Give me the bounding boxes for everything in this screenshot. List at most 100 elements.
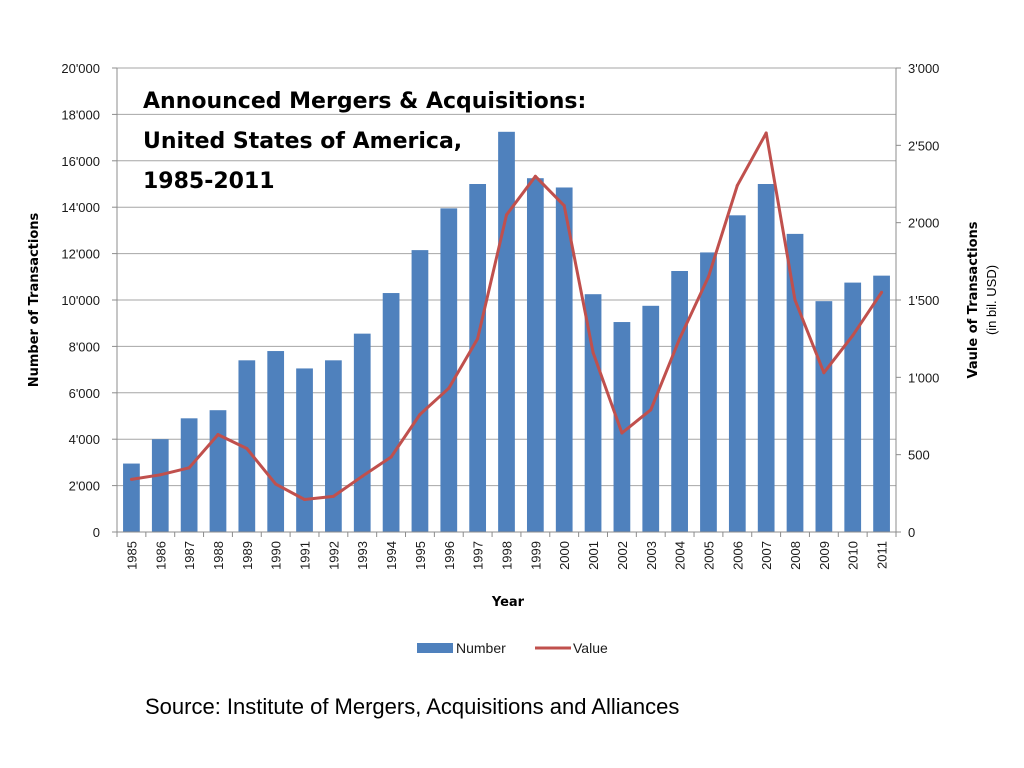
- y2-axis-tick-labels: 0 500 1'000 1'500 2'000 2'500 3'000: [908, 61, 939, 540]
- bar-1993: [353, 333, 371, 532]
- bar-1988: [209, 410, 227, 532]
- x-axis-title: Year: [491, 595, 525, 610]
- y2-tick-label: 1'500: [908, 293, 939, 308]
- line-series-value: [129, 131, 884, 502]
- value-point-1998: [505, 213, 508, 217]
- value-point-2005: [706, 275, 710, 279]
- x-tick-label: 2003: [644, 541, 659, 570]
- legend-label-value: Value: [573, 640, 608, 656]
- y-tick-label: 4'000: [69, 432, 100, 447]
- x-tick-label: 1986: [153, 541, 168, 570]
- value-point-1997: [476, 337, 480, 341]
- bar-1999: [526, 178, 544, 532]
- value-point-1987: [187, 466, 191, 470]
- value-point-1989: [245, 446, 249, 450]
- source-note: Source: Institute of Mergers, Acquisitio…: [145, 694, 680, 719]
- bar-2008: [786, 233, 804, 532]
- y2-axis-unit: (in bil. USD): [984, 265, 999, 335]
- x-tick-label: 1998: [500, 541, 515, 570]
- x-tick-label: 1990: [269, 541, 284, 570]
- bar-1998: [498, 131, 515, 533]
- x-tick-label: 1985: [124, 541, 139, 570]
- value-point-1995: [418, 412, 422, 416]
- x-tick-label: 2001: [586, 541, 601, 570]
- chart-title-line-3: 1985-2011: [143, 169, 275, 194]
- x-tick-label: 1996: [442, 541, 457, 570]
- y2-tick-label: 1'000: [908, 370, 939, 385]
- value-point-1992: [331, 494, 335, 498]
- y2-tick-label: 0: [908, 525, 915, 540]
- bar-2011: [873, 275, 890, 532]
- x-tick-label: 2009: [817, 541, 832, 570]
- y-tick-label: 2'000: [69, 479, 100, 494]
- bar-2002: [613, 322, 631, 532]
- bar-2009: [815, 301, 833, 532]
- bar-series-number: [123, 131, 890, 533]
- x-tick-label: 1993: [355, 541, 370, 570]
- bar-2003: [642, 305, 660, 532]
- value-point-2002: [620, 431, 624, 435]
- chart-title-line-2: United States of America,: [143, 129, 462, 154]
- x-axis-tick-labels: 1985 1986 1987 1988 1989 1990 1991 1992 1993 1994…: [124, 541, 889, 570]
- y-tick-label: 10'000: [61, 293, 100, 308]
- x-tick-label: 2007: [759, 541, 774, 570]
- legend-label-number: Number: [456, 640, 506, 656]
- y-tick-label: 14'000: [61, 200, 100, 215]
- y2-axis-title: Vaule of Transactions: [966, 221, 981, 378]
- y-tick-label: 16'000: [61, 154, 100, 169]
- x-tick-label: 2000: [557, 541, 572, 570]
- axes: [112, 67, 901, 537]
- x-tick-label: 2002: [615, 541, 630, 570]
- value-point-2009: [822, 371, 826, 375]
- value-point-1993: [360, 474, 364, 478]
- bar-2010: [844, 282, 862, 532]
- bar-1986: [151, 439, 169, 532]
- value-point-1990: [274, 482, 278, 486]
- value-point-2001: [591, 351, 595, 355]
- x-tick-label: 2004: [673, 541, 688, 570]
- value-point-2008: [793, 298, 797, 302]
- y-axis-tick-labels: 0 2'000 4'000 6'000 8'000 10'000 12'000 14'000 1…: [61, 61, 100, 540]
- bar-1997: [469, 184, 487, 532]
- value-point-2010: [851, 334, 855, 338]
- legend: Number Value: [417, 640, 608, 656]
- value-point-2003: [649, 408, 653, 412]
- bar-2007: [757, 184, 775, 532]
- x-tick-label: 1987: [182, 541, 197, 570]
- value-point-1996: [447, 386, 451, 390]
- x-tick-label: 1994: [384, 541, 399, 570]
- bar-1987: [180, 418, 198, 532]
- value-point-1986: [158, 473, 162, 477]
- value-point-2007: [764, 131, 768, 135]
- value-point-2006: [735, 184, 739, 188]
- bar-2005: [700, 252, 717, 532]
- bar-1994: [382, 293, 400, 532]
- bar-1996: [440, 208, 458, 533]
- x-tick-label: 1997: [471, 541, 486, 570]
- x-tick-label: 1988: [211, 541, 226, 570]
- x-tick-label: 2011: [875, 541, 890, 569]
- x-tick-label: 2010: [846, 541, 861, 570]
- x-tick-label: 1995: [413, 541, 428, 570]
- value-point-1991: [303, 498, 307, 502]
- bar-2001: [584, 294, 602, 532]
- value-point-2000: [562, 204, 566, 208]
- value-point-1985: [129, 477, 133, 481]
- x-tick-label: 1999: [528, 541, 543, 570]
- value-point-2004: [678, 337, 682, 341]
- bar-2000: [555, 187, 573, 533]
- y2-tick-label: 2'000: [908, 216, 939, 231]
- bar-2006: [728, 215, 746, 532]
- x-tick-label: 1991: [298, 541, 313, 570]
- y-axis-title: Number of Transactions: [27, 212, 42, 387]
- bar-1992: [325, 360, 342, 532]
- value-point-1988: [216, 433, 220, 437]
- y-tick-label: 12'000: [61, 247, 100, 262]
- legend-swatch-number: [417, 643, 453, 653]
- bar-1989: [238, 360, 256, 532]
- value-point-1999: [533, 174, 537, 178]
- bar-1990: [267, 351, 285, 532]
- value-point-2011: [880, 290, 884, 294]
- y2-tick-label: 500: [908, 448, 930, 463]
- x-tick-label: 2008: [788, 541, 803, 570]
